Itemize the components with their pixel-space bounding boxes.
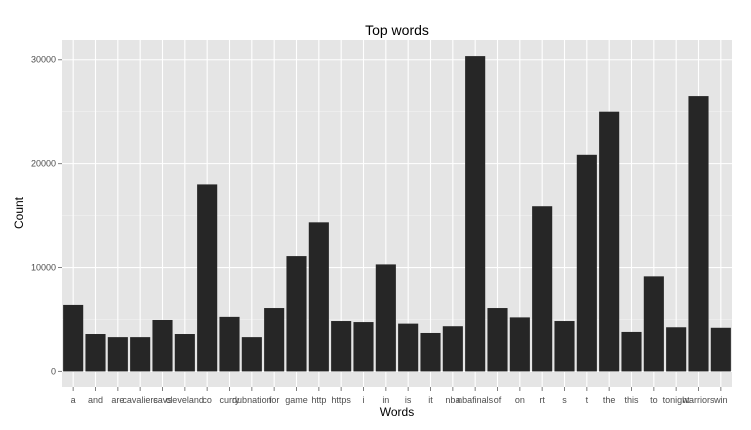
plot-panel	[62, 40, 732, 387]
bar-dubnation	[241, 337, 262, 372]
bar-game	[286, 256, 307, 372]
bar-cavaliers	[130, 337, 151, 372]
bar-s	[554, 321, 575, 372]
y-tick-label: 0	[51, 366, 56, 376]
x-tick-label: a	[71, 395, 76, 405]
x-tick-label: co	[202, 395, 212, 405]
x-tick-label: rt	[539, 395, 545, 405]
x-tick-label: dubnation	[232, 395, 272, 405]
bar-https	[331, 321, 352, 372]
x-tick-label: are	[111, 395, 124, 405]
x-tick-label: in	[382, 395, 389, 405]
x-tick-label: game	[285, 395, 308, 405]
x-tick-label: on	[515, 395, 525, 405]
bar-i	[353, 322, 374, 372]
x-tick-label: t	[586, 395, 589, 405]
bars	[63, 56, 731, 372]
bar-t	[576, 154, 597, 372]
x-tick-label: tonight	[663, 395, 691, 405]
bar-on	[509, 317, 530, 372]
y-tick-label: 30000	[31, 55, 56, 65]
bar-to	[643, 276, 664, 372]
bar-cleveland	[174, 334, 195, 372]
bar-in	[375, 264, 396, 372]
x-tick-label: s	[562, 395, 567, 405]
bar-a	[63, 304, 84, 372]
bar-http	[308, 222, 329, 372]
x-tick-label: https	[331, 395, 351, 405]
bar-is	[398, 323, 419, 372]
bar-curry	[219, 316, 240, 372]
bar-cavs	[152, 319, 173, 372]
bar-this	[621, 331, 642, 372]
bar-of	[487, 308, 508, 372]
chart-title: Top words	[365, 22, 429, 38]
y-axis-label: Count	[12, 196, 26, 229]
x-tick-label: of	[494, 395, 502, 405]
bar-are	[107, 337, 128, 372]
y-tick-label: 10000	[31, 263, 56, 273]
x-tick-label: http	[311, 395, 326, 405]
x-tick-label: it	[428, 395, 433, 405]
x-tick-label: win	[713, 395, 728, 405]
bar-for	[264, 308, 285, 372]
bar-nba	[442, 326, 463, 372]
bar-nbafinals	[465, 56, 486, 372]
x-tick-label: for	[269, 395, 280, 405]
y-tick-label: 20000	[31, 159, 56, 169]
x-tick-label: curry	[220, 395, 240, 405]
x-tick-label: nba	[445, 395, 460, 405]
x-tick-label: cleveland	[166, 395, 204, 405]
x-tick-label: i	[363, 395, 365, 405]
x-tick-label: nbafinals	[457, 395, 494, 405]
x-tick-label: cavaliers	[122, 395, 158, 405]
bar-rt	[532, 206, 553, 372]
bar-and	[85, 334, 106, 372]
x-tick-label: to	[650, 395, 658, 405]
bar-warriors	[688, 96, 709, 372]
bar-the	[599, 111, 620, 372]
x-axis-label: Words	[380, 405, 414, 419]
x-tick-label: warriors	[681, 395, 715, 405]
bar-tonight	[666, 327, 687, 372]
bar-it	[420, 332, 441, 372]
x-tick-label: cavs	[153, 395, 172, 405]
x-tick-label: this	[624, 395, 639, 405]
bar-co	[197, 184, 218, 372]
bar-win	[710, 327, 731, 372]
y-axis-ticks: 0 10000 20000 30000	[31, 55, 62, 376]
x-tick-label: the	[603, 395, 616, 405]
x-tick-label: and	[88, 395, 103, 405]
x-tick-label: is	[405, 395, 412, 405]
